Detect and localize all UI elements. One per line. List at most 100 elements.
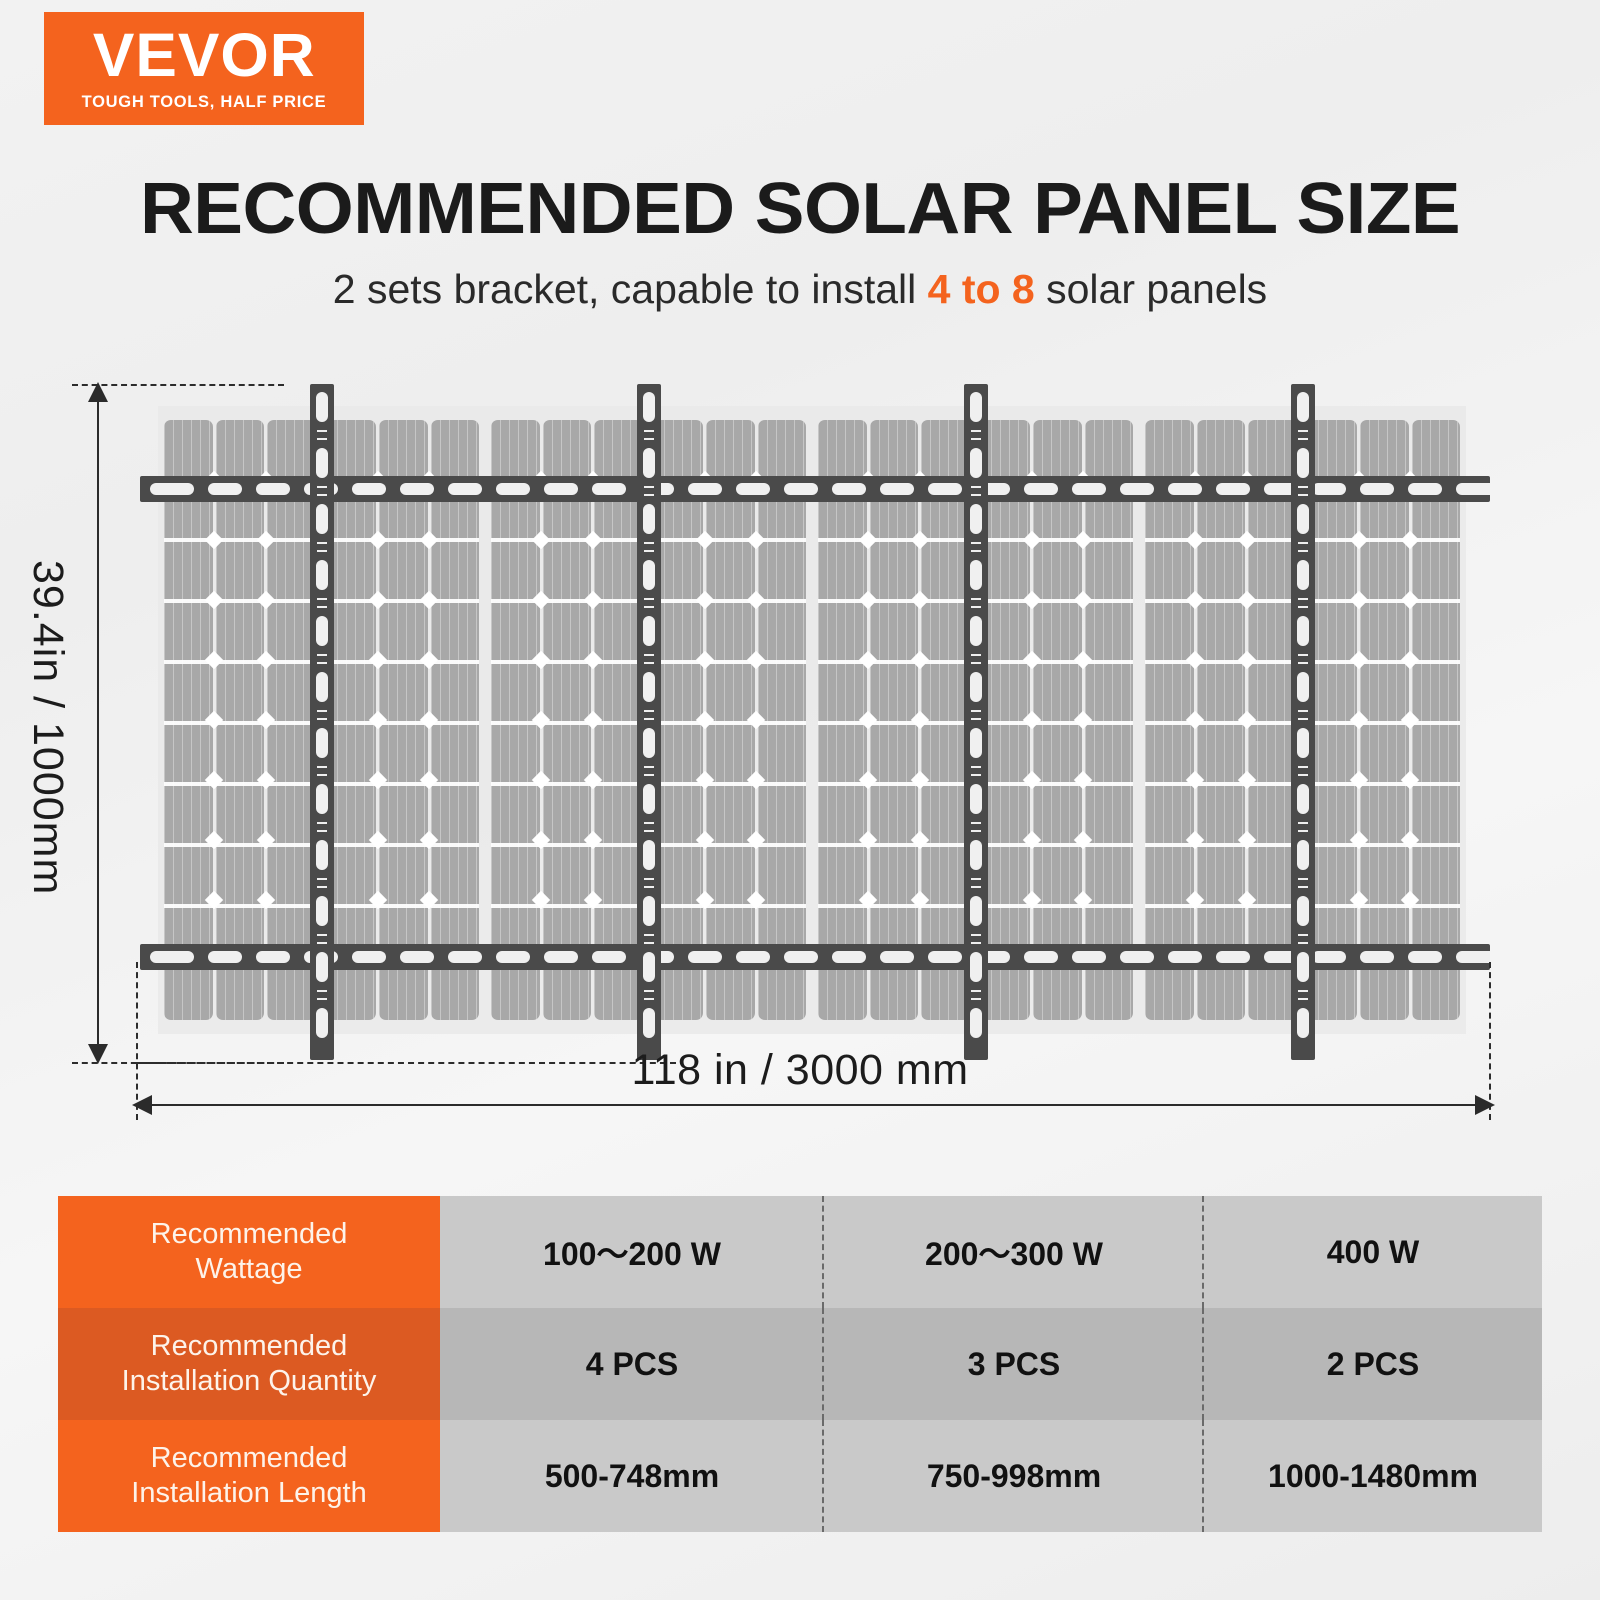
table-row: Recommended Wattage 100〜200 W 200〜300 W 400 …	[58, 1196, 1542, 1308]
cell-notch	[256, 590, 275, 610]
cell-notch	[583, 950, 602, 970]
header-line-2: Installation Length	[131, 1477, 367, 1509]
rail-brace	[970, 654, 981, 664]
rail-slot	[315, 560, 328, 590]
cell-notch	[1185, 950, 1205, 970]
rail-slot	[969, 616, 982, 646]
cell-notch	[204, 710, 224, 730]
cell-notch	[1400, 950, 1420, 970]
table-cell: 1000-1480mm	[1204, 1420, 1542, 1532]
cell-notch	[256, 770, 275, 790]
solar-cell-column	[1360, 420, 1409, 1020]
cell-notch	[695, 710, 714, 730]
rail-slot	[315, 448, 328, 478]
cell-notch	[1349, 650, 1368, 670]
cell-notch	[746, 770, 766, 790]
cell-notch	[1349, 770, 1368, 790]
rail-brace	[643, 990, 654, 1000]
cell-notch	[583, 590, 602, 610]
solar-cell-column	[921, 420, 970, 1020]
cell-notch	[1185, 530, 1205, 550]
table-cell: 500-748mm	[440, 1420, 824, 1532]
solar-cell-column	[164, 420, 213, 1020]
rail-slot	[832, 951, 866, 963]
solar-cell-column	[430, 420, 479, 1020]
rail-brace	[970, 766, 981, 776]
rail-slot	[880, 951, 914, 963]
brand-tagline: TOUGH TOOLS, HALF PRICE	[81, 93, 327, 111]
rail-slot	[642, 448, 655, 478]
cell-notch	[1349, 530, 1368, 550]
rail-brace	[316, 878, 327, 888]
rail-slot	[1312, 483, 1346, 495]
rail-slot	[969, 728, 982, 758]
cell-notch	[1349, 830, 1368, 850]
dim-extension-bottom	[72, 1062, 284, 1064]
rail-slot	[642, 392, 655, 422]
horizontal-mounting-rail	[140, 476, 1490, 502]
table-row-header: Recommended Installation Length	[58, 1420, 440, 1532]
rail-slot	[969, 784, 982, 814]
rail-brace	[970, 486, 981, 496]
rail-slot	[784, 483, 818, 495]
cell-notch	[368, 830, 387, 850]
rail-brace	[316, 710, 327, 720]
cell-notch	[204, 770, 224, 790]
cell-notch	[746, 530, 766, 550]
cell-notch	[419, 530, 439, 550]
rail-slot	[1216, 951, 1250, 963]
rail-brace	[316, 934, 327, 944]
cell-notch	[746, 890, 766, 910]
rail-slot	[150, 951, 194, 963]
rail-slot	[1296, 1008, 1309, 1038]
rail-brace	[1297, 934, 1308, 944]
rail-slot	[592, 483, 626, 495]
rail-slot	[400, 483, 434, 495]
cell-notch	[1022, 830, 1041, 850]
rail-slot	[1296, 560, 1309, 590]
cell-notch	[531, 530, 551, 550]
solar-cell-column	[594, 420, 643, 1020]
cell-notch	[1073, 650, 1093, 670]
rail-slot	[315, 728, 328, 758]
rail-brace	[970, 934, 981, 944]
cell-notch	[1237, 530, 1256, 550]
cell-notch	[204, 470, 224, 490]
solar-cell-column	[869, 420, 918, 1020]
solar-cell-column	[542, 420, 591, 1020]
solar-panel-array	[158, 406, 1466, 1034]
rail-brace	[970, 430, 981, 440]
solar-panel	[818, 420, 970, 1020]
cell-notch	[695, 770, 714, 790]
cell-notch	[256, 950, 275, 970]
cell-notch	[1073, 470, 1093, 490]
rail-slot	[969, 840, 982, 870]
cell-notch	[583, 470, 602, 490]
rail-slot	[969, 504, 982, 534]
table-row-header: Recommended Installation Quantity	[58, 1308, 440, 1420]
cell-notch	[1400, 710, 1420, 730]
cell-notch	[531, 950, 551, 970]
cell-notch	[531, 470, 551, 490]
rail-slot	[256, 483, 290, 495]
rail-brace	[643, 654, 654, 664]
rail-slot	[1456, 951, 1490, 963]
cell-notch	[1400, 530, 1420, 550]
rail-slot	[928, 951, 962, 963]
dim-extension-baseline	[136, 1062, 676, 1064]
table-cell: 3 PCS	[824, 1308, 1204, 1420]
rail-slot	[592, 951, 626, 963]
dim-arrow-down	[88, 1044, 108, 1064]
solar-panel	[164, 420, 316, 1020]
rail-brace	[970, 990, 981, 1000]
rail-slot	[496, 483, 530, 495]
rail-slot	[1296, 952, 1309, 982]
cell-notch	[256, 530, 275, 550]
rail-slot	[969, 560, 982, 590]
rail-slot	[1296, 728, 1309, 758]
rail-slot	[352, 951, 386, 963]
rail-slot	[642, 896, 655, 926]
cell-notch	[1400, 650, 1420, 670]
rail-brace	[1297, 654, 1308, 664]
